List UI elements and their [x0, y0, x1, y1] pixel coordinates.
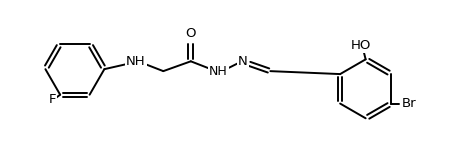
Text: N: N — [238, 55, 248, 68]
Text: NH: NH — [209, 65, 227, 78]
Text: Br: Br — [401, 97, 416, 110]
Text: F: F — [48, 93, 56, 106]
Text: HO: HO — [351, 39, 371, 52]
Text: NH: NH — [126, 55, 146, 68]
Text: O: O — [186, 27, 196, 40]
